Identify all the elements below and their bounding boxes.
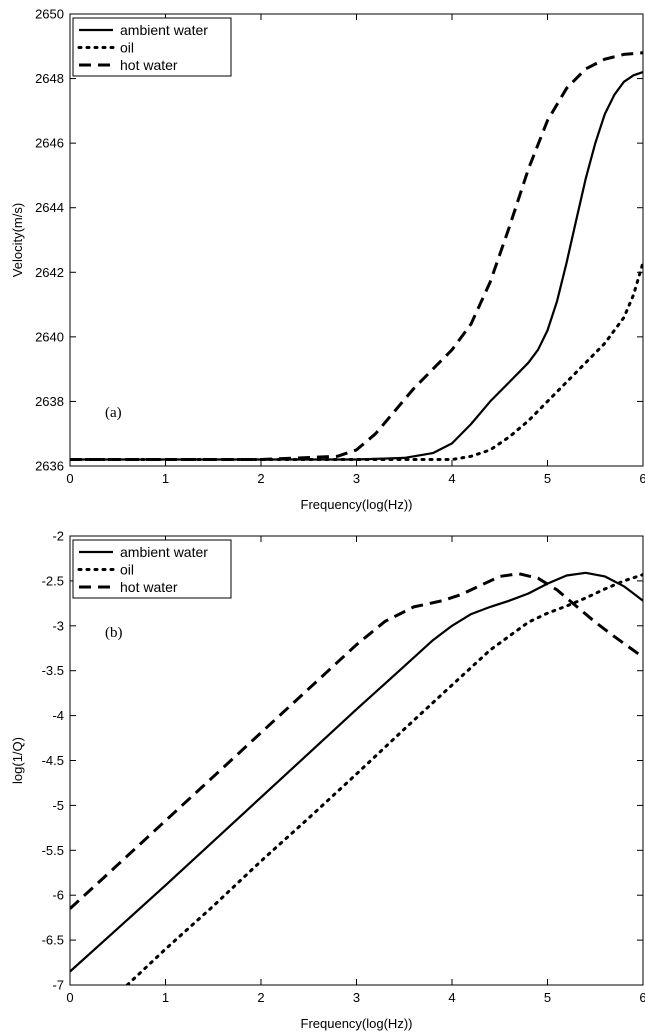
x-axis-label: Frequency(log(Hz)) [301, 1016, 413, 1031]
x-tick-label: 1 [162, 990, 169, 1005]
y-tick-label: -7 [52, 978, 64, 993]
y-tick-label: -5 [52, 798, 64, 813]
x-tick-label: 6 [639, 990, 645, 1005]
y-tick-label: -6.5 [42, 933, 64, 948]
y-tick-label: -4 [52, 708, 64, 723]
x-tick-label: 0 [66, 990, 73, 1005]
y-tick-label: -2 [52, 529, 64, 544]
series-line-hot-water [70, 572, 643, 910]
legend-label: oil [120, 562, 134, 578]
x-tick-label: 3 [353, 990, 360, 1005]
series-line-oil [70, 261, 643, 461]
y-tick-label: 2636 [35, 459, 64, 474]
legend-label: ambient water [120, 544, 208, 560]
y-tick-label: 2646 [35, 136, 64, 151]
y-axis-label: log(1/Q) [10, 737, 25, 784]
x-tick-label: 6 [639, 471, 645, 486]
y-tick-label: 2644 [35, 200, 64, 215]
panel-label: (b) [105, 625, 123, 641]
x-tick-label: 5 [544, 471, 551, 486]
series-line-hot-water [70, 51, 643, 461]
y-tick-label: 2638 [35, 394, 64, 409]
y-tick-label: 2640 [35, 329, 64, 344]
legend-label: hot water [120, 579, 178, 595]
y-tick-label: -3.5 [42, 663, 64, 678]
y-tick-label: -4.5 [42, 753, 64, 768]
panel-label: (a) [105, 405, 122, 421]
x-tick-label: 4 [448, 471, 455, 486]
y-tick-label: 2648 [35, 71, 64, 86]
y-axis-label: Velocity(m/s) [10, 203, 25, 277]
x-tick-label: 3 [353, 471, 360, 486]
y-tick-label: -5.5 [42, 843, 64, 858]
series-line-ambient-water [70, 571, 643, 973]
y-tick-label: -2.5 [42, 573, 64, 588]
x-tick-label: 0 [66, 471, 73, 486]
x-tick-label: 2 [257, 990, 264, 1005]
y-tick-label: 2650 [35, 7, 64, 22]
x-tick-label: 2 [257, 471, 264, 486]
legend-label: oil [120, 40, 134, 56]
legend-label: hot water [120, 57, 178, 73]
x-tick-label: 5 [544, 990, 551, 1005]
x-tick-label: 4 [448, 990, 455, 1005]
chart-panel-0: 0 1 2 3 4 5 6 2636 2638 2640 2642 2644 2646 2648 2650 F… [10, 7, 645, 513]
x-tick-label: 1 [162, 471, 169, 486]
plot-frame [69, 13, 644, 467]
series-line-ambient-water [70, 71, 643, 461]
x-axis-label: Frequency(log(Hz)) [301, 497, 413, 512]
y-tick-label: 2642 [35, 265, 64, 280]
series-line-oil [125, 573, 643, 985]
legend-label: ambient water [120, 22, 208, 38]
y-tick-label: -6 [52, 888, 64, 903]
chart-panel-1: 0 1 2 3 4 5 6 -7 -6.5 -6 -5.5 -5 -4.5 -4 -3.5 -3 -2.5 -2 F… [10, 529, 645, 1032]
plot-frame [69, 535, 644, 986]
y-tick-label: -3 [52, 618, 64, 633]
